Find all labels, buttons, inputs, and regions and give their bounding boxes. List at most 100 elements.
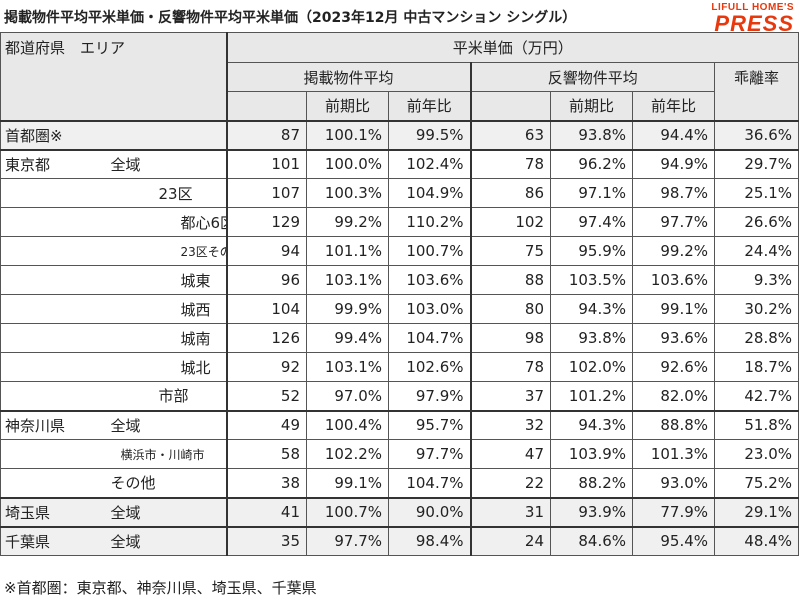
header-divergence: 乖離率 xyxy=(714,62,800,121)
cell-response-value: 63 xyxy=(470,119,552,150)
table-row: 城北 92 103.1% 102.6% 78 102.0% 92.6% 18.7% xyxy=(0,352,800,382)
area-label: 全域 xyxy=(86,409,228,440)
cell-response-mom: 101.2% xyxy=(550,381,634,411)
cell-response-value: 102 xyxy=(470,207,552,237)
prefecture-label: 千葉県 xyxy=(0,525,87,556)
cell-listed-mom: 103.1% xyxy=(306,265,390,295)
cell-response-value: 80 xyxy=(470,294,552,324)
cell-response-mom: 97.1% xyxy=(550,178,634,208)
cell-response-mom: 93.8% xyxy=(550,119,634,150)
cell-response-value: 98 xyxy=(470,323,552,353)
prefecture-label xyxy=(0,207,87,237)
cell-listed-value: 104 xyxy=(226,294,308,324)
cell-listed-value: 92 xyxy=(226,352,308,382)
table-row: 東京都 全域 101 100.0% 102.4% 78 96.2% 94.9% 29.7% xyxy=(0,148,800,179)
cell-listed-value: 49 xyxy=(226,409,308,440)
cell-response-value: 32 xyxy=(470,409,552,440)
cell-response-yoy: 88.8% xyxy=(632,409,716,440)
cell-listed-value: 41 xyxy=(226,496,308,527)
area-label: 23区その他 xyxy=(86,236,228,266)
footnote: ※首都圏：東京都、神奈川県、埼玉県、千葉県 xyxy=(4,579,317,597)
prefecture-label xyxy=(0,265,87,295)
cell-response-value: 75 xyxy=(470,236,552,266)
region-label: 首都圏※ xyxy=(0,119,228,150)
cell-listed-mom: 97.0% xyxy=(306,381,390,411)
table-row: 横浜市・川崎市 58 102.2% 97.7% 47 103.9% 101.3% 23.0% xyxy=(0,439,800,469)
prefecture-label xyxy=(0,439,87,469)
header-response-yoy: 前年比 xyxy=(632,91,716,121)
cell-divergence: 48.4% xyxy=(714,525,800,556)
cell-response-yoy: 92.6% xyxy=(632,352,716,382)
cell-listed-value: 35 xyxy=(226,525,308,556)
prefecture-label: 神奈川県 xyxy=(0,409,87,440)
area-label: 城東 xyxy=(86,265,228,295)
cell-response-yoy: 95.4% xyxy=(632,525,716,556)
header-listed-mom: 前期比 xyxy=(306,91,390,121)
cell-divergence: 24.4% xyxy=(714,236,800,266)
chart-title: 掲載物件平均平米単価・反響物件平均平米単価（2023年12月 中古マンション シ… xyxy=(4,10,577,26)
area-label: 都心6区 xyxy=(86,207,228,237)
cell-listed-yoy: 90.0% xyxy=(388,496,472,527)
table-row: 市部 52 97.0% 97.9% 37 101.2% 82.0% 42.7% xyxy=(0,381,800,411)
table-row: 城南 126 99.4% 104.7% 98 93.8% 93.6% 28.8% xyxy=(0,323,800,353)
table-row: 神奈川県 全域 49 100.4% 95.7% 32 94.3% 88.8% 51.8% xyxy=(0,409,800,440)
cell-response-mom: 94.3% xyxy=(550,294,634,324)
cell-response-mom: 93.9% xyxy=(550,496,634,527)
prefecture-label xyxy=(0,178,87,208)
cell-listed-mom: 100.7% xyxy=(306,496,390,527)
cell-listed-yoy: 95.7% xyxy=(388,409,472,440)
header-unit-group: 平米単価（万円） xyxy=(226,32,800,63)
cell-response-yoy: 93.0% xyxy=(632,468,716,498)
header-row-1: 都道府県 エリア 平米単価（万円） xyxy=(0,32,800,121)
cell-listed-mom: 99.9% xyxy=(306,294,390,324)
header-response: 反響物件平均 xyxy=(470,62,716,92)
cell-response-yoy: 103.6% xyxy=(632,265,716,295)
cell-listed-yoy: 104.7% xyxy=(388,468,472,498)
table-row: 城西 104 99.9% 103.0% 80 94.3% 99.1% 30.2% xyxy=(0,294,800,324)
cell-listed-yoy: 110.2% xyxy=(388,207,472,237)
cell-listed-value: 87 xyxy=(226,119,308,150)
cell-listed-yoy: 99.5% xyxy=(388,119,472,150)
cell-divergence: 75.2% xyxy=(714,468,800,498)
area-label: 城北 xyxy=(86,352,228,382)
cell-response-mom: 97.4% xyxy=(550,207,634,237)
cell-response-value: 86 xyxy=(470,178,552,208)
header-response-blank xyxy=(470,91,552,121)
area-label: 全域 xyxy=(86,148,228,179)
logo-top-text: LIFULL HOME'S xyxy=(711,2,794,13)
cell-response-mom: 95.9% xyxy=(550,236,634,266)
cell-listed-value: 126 xyxy=(226,323,308,353)
cell-listed-yoy: 103.0% xyxy=(388,294,472,324)
table-row: 千葉県 全域 35 97.7% 98.4% 24 84.6% 95.4% 48.4% xyxy=(0,525,800,556)
cell-divergence: 42.7% xyxy=(714,381,800,411)
cell-response-yoy: 82.0% xyxy=(632,381,716,411)
cell-response-value: 24 xyxy=(470,525,552,556)
cell-response-value: 37 xyxy=(470,381,552,411)
cell-response-value: 78 xyxy=(470,352,552,382)
lifull-homes-press-logo: LIFULL HOME'S PRESS xyxy=(698,2,794,35)
cell-response-mom: 96.2% xyxy=(550,148,634,179)
cell-listed-yoy: 104.7% xyxy=(388,323,472,353)
prefecture-label xyxy=(0,468,87,498)
cell-listed-yoy: 102.4% xyxy=(388,148,472,179)
cell-listed-yoy: 97.7% xyxy=(388,439,472,469)
area-label: 城南 xyxy=(86,323,228,353)
cell-listed-value: 38 xyxy=(226,468,308,498)
cell-divergence: 23.0% xyxy=(714,439,800,469)
cell-listed-value: 52 xyxy=(226,381,308,411)
cell-response-yoy: 93.6% xyxy=(632,323,716,353)
cell-response-yoy: 101.3% xyxy=(632,439,716,469)
cell-response-yoy: 99.2% xyxy=(632,236,716,266)
area-label: 市部 xyxy=(86,381,228,411)
cell-listed-mom: 99.4% xyxy=(306,323,390,353)
cell-response-yoy: 94.4% xyxy=(632,119,716,150)
cell-response-value: 88 xyxy=(470,265,552,295)
cell-listed-value: 96 xyxy=(226,265,308,295)
cell-listed-yoy: 100.7% xyxy=(388,236,472,266)
cell-listed-mom: 102.2% xyxy=(306,439,390,469)
area-label: 横浜市・川崎市 xyxy=(86,439,228,469)
cell-listed-yoy: 97.9% xyxy=(388,381,472,411)
cell-response-mom: 88.2% xyxy=(550,468,634,498)
